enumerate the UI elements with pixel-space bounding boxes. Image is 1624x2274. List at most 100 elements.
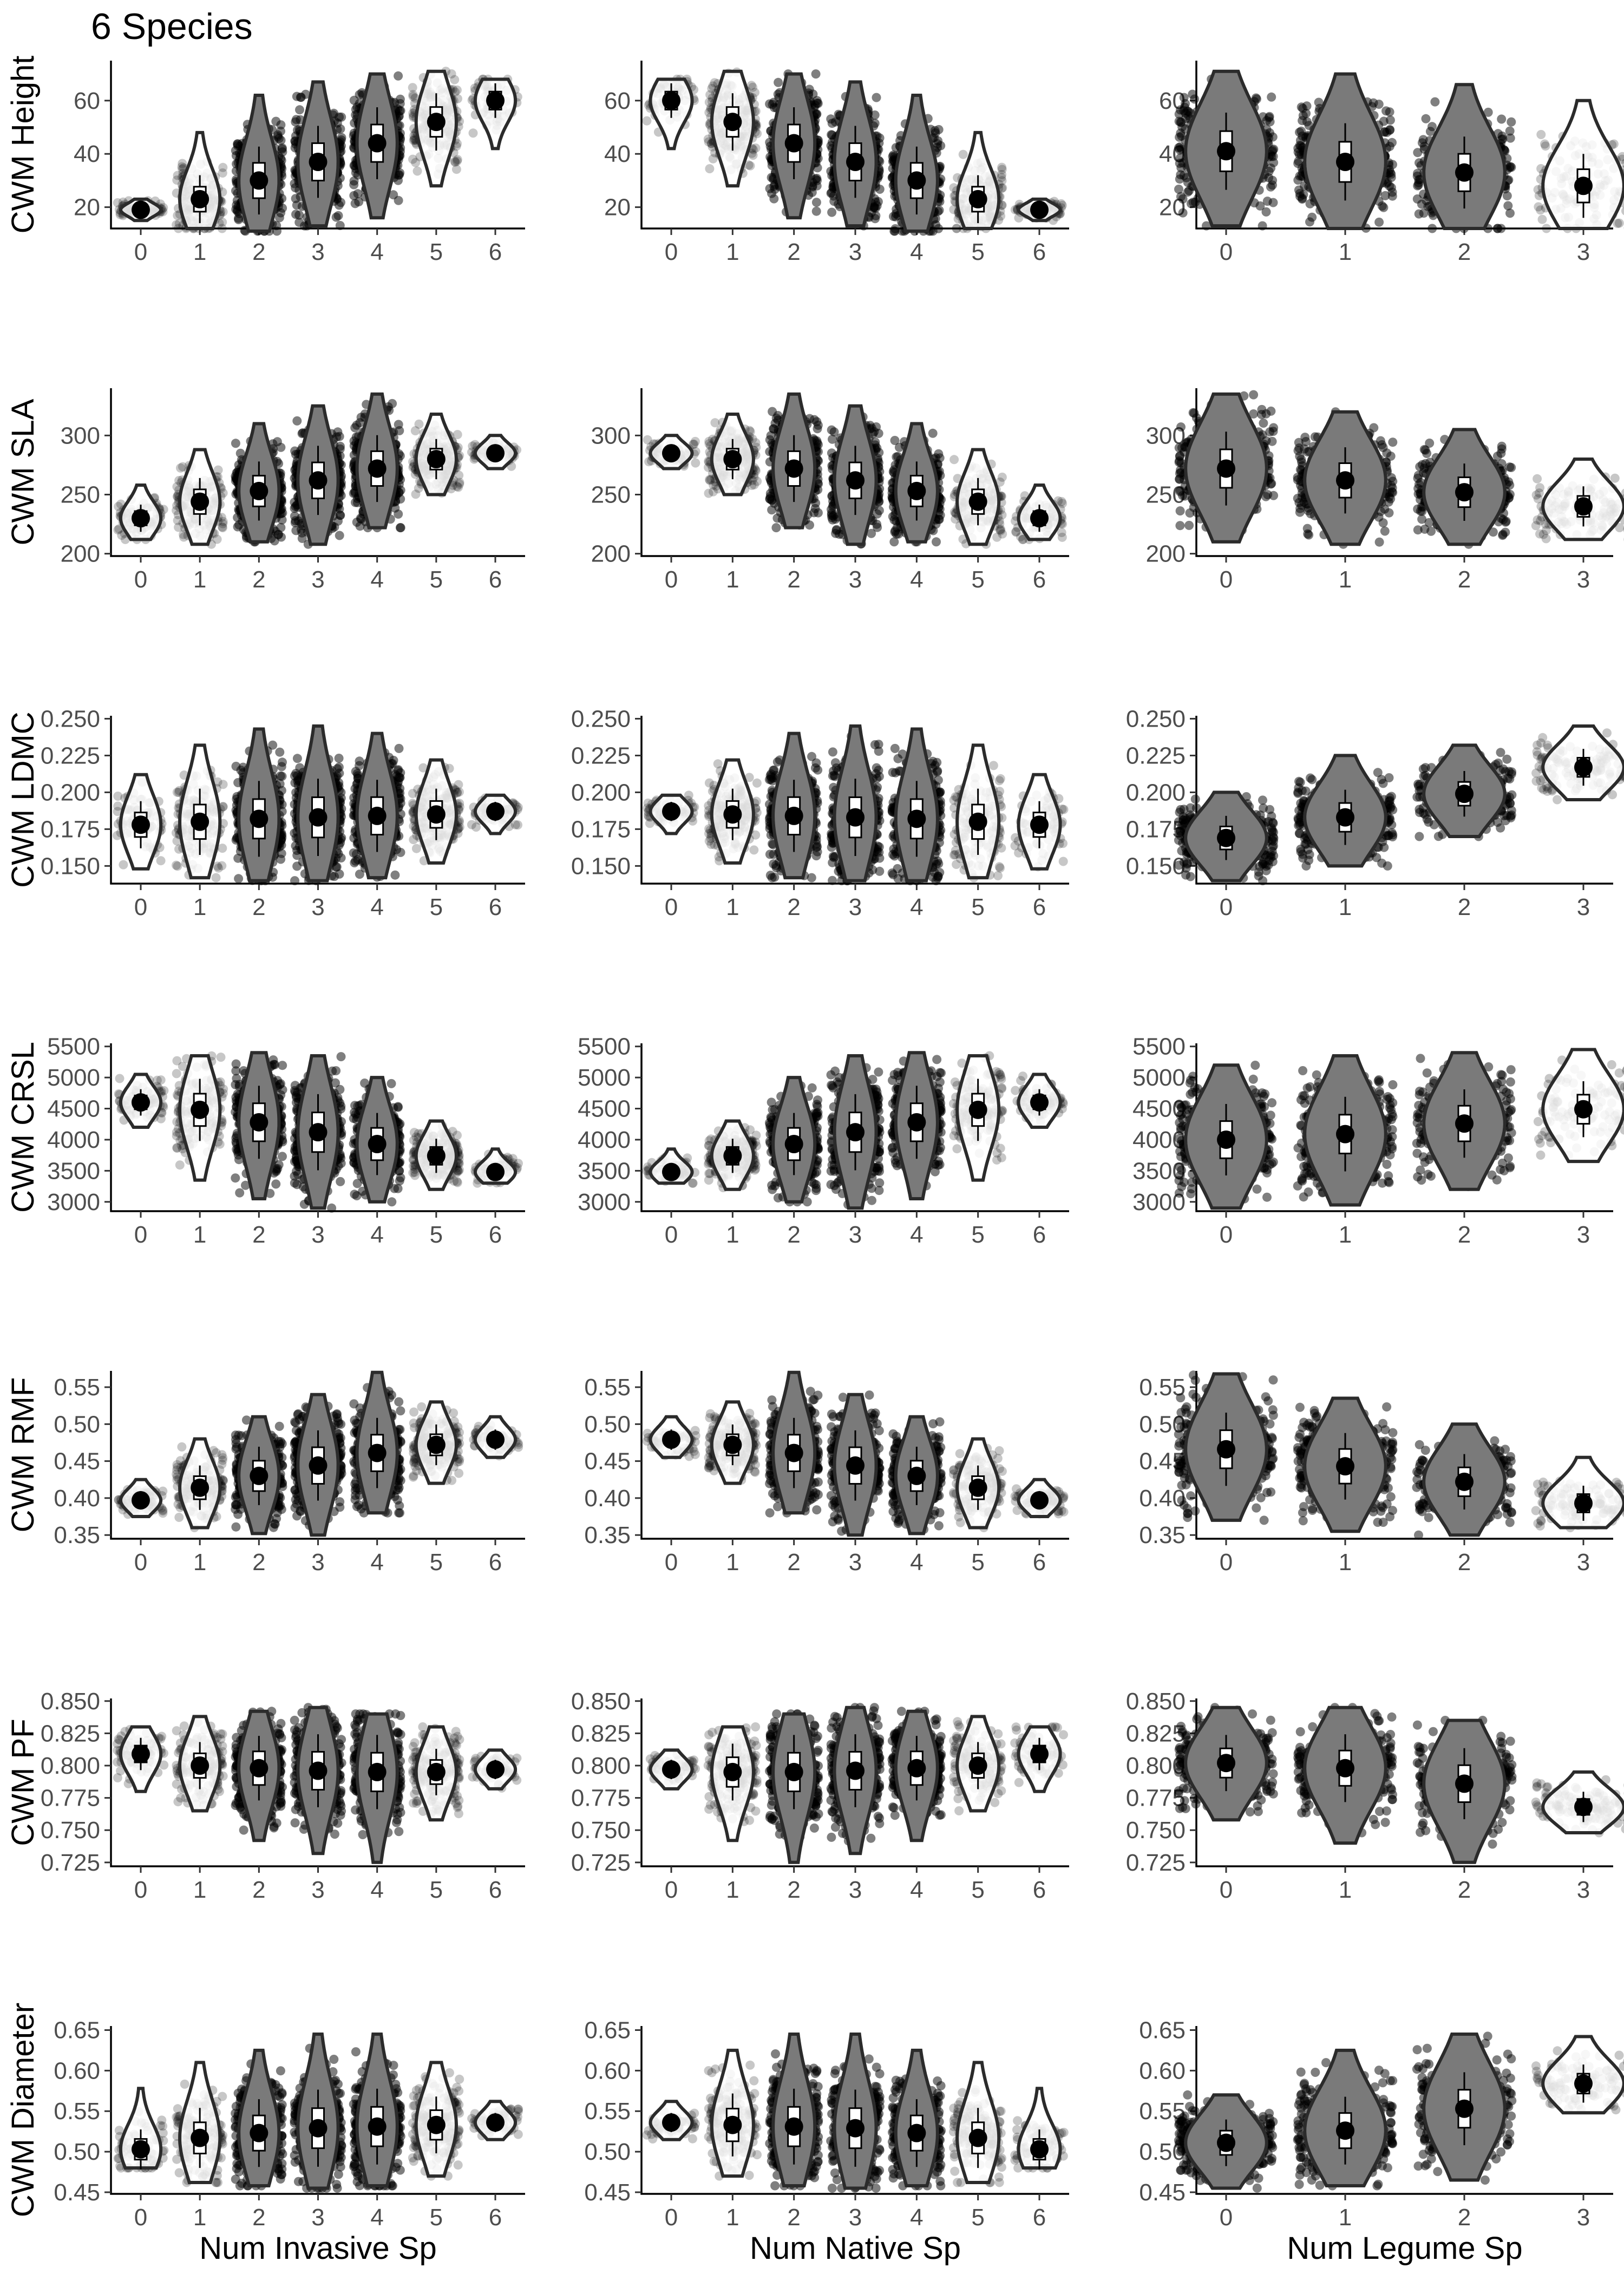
jitter-point xyxy=(1251,93,1261,103)
jitter-point xyxy=(408,90,418,100)
jitter-point xyxy=(178,164,187,174)
mean-point xyxy=(132,509,150,528)
jitter-point xyxy=(177,162,187,172)
jitter-point xyxy=(890,226,900,236)
jitter-point xyxy=(1507,162,1516,172)
jitter-point xyxy=(888,151,898,160)
jitter-point xyxy=(1621,206,1624,215)
jitter-point xyxy=(1614,218,1624,228)
jitter-point xyxy=(1533,185,1543,194)
mean-point xyxy=(191,190,209,208)
jitter-point xyxy=(349,180,359,190)
jitter-point xyxy=(872,93,881,102)
jitter-point xyxy=(412,166,422,176)
jitter-point xyxy=(1379,116,1389,126)
jitter-point xyxy=(277,143,287,153)
jitter-point xyxy=(468,128,478,138)
jitter-point xyxy=(1177,122,1187,132)
jitter-point xyxy=(1430,97,1440,107)
jitter-point xyxy=(1178,208,1188,218)
mean-point xyxy=(907,171,926,190)
jitter-point xyxy=(1541,141,1550,151)
jitter-point xyxy=(767,188,776,198)
jitter-point xyxy=(172,220,181,230)
x-tick-label: 0 xyxy=(134,566,147,593)
jitter-point xyxy=(1381,106,1391,116)
x-tick-label: 5 xyxy=(971,239,984,265)
jitter-point xyxy=(174,219,184,228)
jitter-point xyxy=(1507,117,1516,127)
jitter-point xyxy=(218,217,227,227)
jitter-point xyxy=(217,224,227,233)
jitter-point xyxy=(1307,212,1317,222)
jitter-point xyxy=(1505,133,1515,143)
jitter-point xyxy=(958,149,968,159)
x-tick-label: 0 xyxy=(1220,239,1233,265)
jitter-point xyxy=(335,221,345,230)
jitter-point xyxy=(873,197,883,206)
x-tick-label: 3 xyxy=(849,239,862,265)
jitter-point xyxy=(1536,205,1546,215)
x-tick-label: 0 xyxy=(134,239,147,265)
jitter-point xyxy=(1302,101,1312,111)
jitter-point xyxy=(218,207,228,217)
jitter-point xyxy=(1255,201,1265,211)
mean-point xyxy=(662,91,680,110)
jitter-point xyxy=(1176,170,1186,180)
jitter-point xyxy=(1387,191,1397,201)
mean-point xyxy=(1455,163,1474,182)
row-label: CWM SLA xyxy=(5,398,41,545)
x-tick-label: 1 xyxy=(1339,239,1352,265)
x-tick-label: 4 xyxy=(370,239,383,265)
jitter-point xyxy=(934,224,944,233)
x-tick-label: 3 xyxy=(311,239,324,265)
jitter-point xyxy=(172,175,182,185)
x-tick-label: 2 xyxy=(1458,239,1471,265)
jitter-point xyxy=(277,532,286,542)
jitter-point xyxy=(173,171,182,180)
jitter-point xyxy=(176,463,185,473)
row-label: CWM Height xyxy=(5,56,41,234)
jitter-point xyxy=(350,199,360,208)
mean-point xyxy=(723,113,742,132)
x-tick-label: 0 xyxy=(665,239,678,265)
jitter-point xyxy=(1374,100,1384,109)
jitter-point xyxy=(1419,208,1429,218)
jitter-point xyxy=(811,198,821,207)
mean-point xyxy=(250,481,269,500)
x-tick-label: 6 xyxy=(489,239,502,265)
jitter-point xyxy=(218,168,227,178)
jitter-point xyxy=(1267,92,1276,102)
jitter-point xyxy=(333,211,343,220)
jitter-point xyxy=(997,165,1007,174)
jitter-point xyxy=(450,156,460,166)
jitter-point xyxy=(292,200,302,210)
jitter-point xyxy=(891,212,900,221)
x-tick-label: 1 xyxy=(193,566,206,593)
jitter-point xyxy=(813,99,823,108)
jitter-point xyxy=(827,207,837,217)
jitter-point xyxy=(1503,201,1513,211)
mean-point xyxy=(427,113,446,132)
jitter-point xyxy=(349,191,359,200)
jitter-point xyxy=(295,105,304,115)
jitter-point xyxy=(745,161,755,171)
jitter-point xyxy=(1537,214,1547,224)
mean-point xyxy=(1574,177,1593,195)
jitter-point xyxy=(218,162,228,172)
jitter-point xyxy=(335,531,344,540)
y-tick-label: 40 xyxy=(74,141,100,167)
jitter-point xyxy=(1175,142,1185,152)
y-tick-label: 250 xyxy=(61,481,100,508)
jitter-point xyxy=(1188,198,1198,207)
jitter-point xyxy=(871,211,881,220)
jitter-point xyxy=(774,77,783,87)
y-tick-label: 20 xyxy=(604,194,631,221)
figure-title: 6 Species xyxy=(91,6,253,47)
jitter-point xyxy=(1536,130,1546,139)
y-tick-label: 40 xyxy=(604,141,631,167)
jitter-point xyxy=(1497,114,1507,124)
mean-point xyxy=(191,492,209,511)
